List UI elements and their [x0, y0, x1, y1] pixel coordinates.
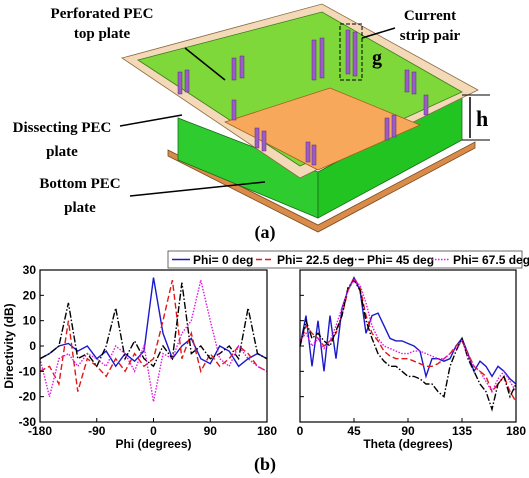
label: plate [46, 144, 78, 160]
label: h [476, 106, 488, 131]
y-axis-label: Directivity (dB) [2, 303, 16, 388]
label: top plate [74, 26, 131, 42]
caption: (a) [255, 222, 276, 243]
x-axis-label: Theta (degrees) [363, 437, 452, 451]
label: plate [64, 200, 96, 216]
legend-label: Phi= 22.5 deg [277, 253, 354, 267]
x-tick-label: 90 [401, 424, 415, 438]
label: Bottom PEC [39, 176, 120, 192]
x-tick-label: 0 [297, 424, 304, 438]
x-axis-label: Phi (degrees) [115, 437, 191, 451]
label: strip pair [400, 28, 461, 44]
legend-label: Phi= 45 deg [367, 253, 434, 267]
x-tick-label: 135 [452, 424, 472, 438]
y-tick-label: -10 [19, 364, 37, 378]
caption: (b) [254, 454, 276, 475]
x-tick-label: 180 [257, 424, 277, 438]
y-tick-label: -20 [19, 390, 37, 404]
y-tick-label: 0 [29, 339, 36, 353]
label: Dissecting PEC [13, 120, 112, 136]
x-tick-label: 0 [150, 424, 157, 438]
y-tick-label: 10 [23, 314, 37, 328]
label: g [372, 47, 382, 69]
legend-label: Phi= 67.5 deg [453, 253, 529, 267]
x-tick-label: 90 [204, 424, 218, 438]
legend-label: Phi= 0 deg [193, 253, 253, 267]
x-tick-label: -180 [28, 424, 52, 438]
label: Perforated PEC [51, 6, 154, 22]
x-tick-label: -90 [88, 424, 106, 438]
x-tick-label: 45 [347, 424, 361, 438]
figure: Perforated PEC top plate Current strip p… [0, 0, 529, 478]
y-tick-label: 30 [23, 263, 37, 277]
x-tick-label: 180 [506, 424, 526, 438]
label: Current [404, 8, 456, 24]
y-tick-label: 20 [23, 288, 37, 302]
